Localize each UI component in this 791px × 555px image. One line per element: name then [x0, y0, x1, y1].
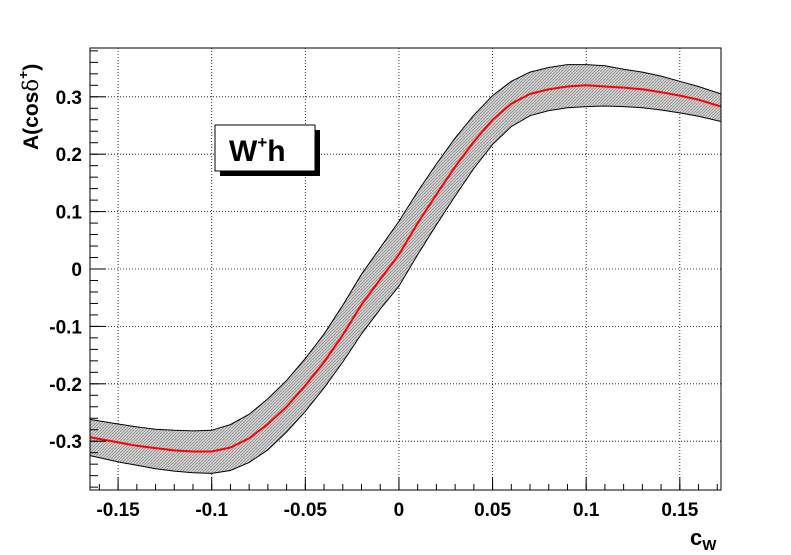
band-upper-edge [90, 64, 721, 432]
x-tick-label: -0.15 [96, 500, 140, 521]
x-tick-label: 0.05 [474, 500, 511, 521]
y-tick-label: -0.2 [49, 375, 82, 396]
central-curve [90, 84, 721, 453]
x-tick-label: -0.05 [284, 500, 328, 521]
x-axis-label: cW [690, 525, 717, 554]
y-axis-label: A(cosδ+) [15, 64, 43, 150]
x-tick-label: 0 [394, 500, 405, 521]
x-tick-label: 0.1 [573, 500, 600, 521]
y-axis-ticks: -0.3 -0.2 -0.1 0 0.1 0.2 0.3 [49, 50, 106, 488]
y-tick-label: -0.3 [49, 432, 82, 453]
y-tick-label: 0.1 [56, 203, 83, 224]
y-tick-label: 0 [71, 260, 82, 281]
uncertainty-band [90, 64, 721, 474]
x-axis-ticks: -0.15 -0.1 -0.05 0 0.05 0.1 0.15 [96, 477, 718, 521]
x-tick-label: -0.1 [195, 500, 228, 521]
process-label: W+h [229, 133, 286, 168]
y-tick-label: 0.2 [56, 145, 82, 166]
x-tick-label: 0.15 [661, 500, 698, 521]
y-tick-label: 0.3 [56, 88, 82, 109]
y-tick-label: -0.1 [49, 317, 82, 338]
band-lower-edge [90, 105, 721, 474]
process-label-box: W+h [214, 124, 320, 176]
